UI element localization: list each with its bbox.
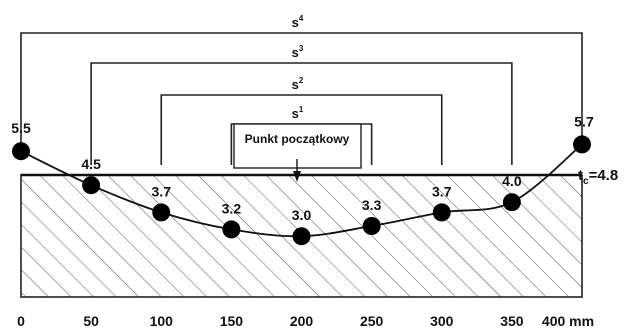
reference-subscript: c (583, 176, 589, 187)
start-point-label: Punkt początkowy (245, 132, 350, 146)
measurement-point (292, 227, 311, 246)
measurement-value-label: 3.3 (362, 197, 382, 213)
x-tick-label: 400 mm (542, 313, 594, 329)
reference-thickness-label: tc=4.8 (578, 167, 618, 187)
measurement-value-label: 4.0 (502, 173, 522, 189)
x-tick-label: 50 (83, 313, 99, 329)
measurement-point (573, 135, 591, 154)
measurement-point (502, 193, 521, 212)
span-label-4: s4 (292, 14, 304, 30)
span-bracket-2 (160, 94, 443, 165)
x-tick-label: 350 (500, 313, 524, 329)
measurement-value-label: 3.7 (152, 183, 172, 199)
x-tick-label: 200 (290, 313, 314, 329)
measurement-value-label: 5.5 (11, 120, 31, 136)
x-tick-label: 100 (150, 313, 174, 329)
measurement-points (12, 135, 591, 246)
measurement-point (12, 142, 30, 161)
reference-suffix: =4.8 (589, 167, 619, 184)
span-label-2: s2 (292, 76, 304, 92)
measurement-value-label: 4.5 (81, 156, 101, 172)
measurement-value-label: 3.7 (432, 183, 452, 199)
measurement-value-label: 3.2 (222, 200, 242, 216)
measurement-value-label: 5.7 (574, 113, 594, 129)
span-bracket-4 (20, 32, 583, 150)
x-axis-tick-labels: 0 50 100 150 200 250 300 350 400 mm (17, 313, 594, 329)
measurement-point (362, 217, 381, 235)
reference-base: t (578, 167, 583, 184)
span-label-1: s1 (292, 105, 304, 121)
measurement-point (222, 220, 241, 239)
measurement-point (152, 203, 171, 222)
x-tick-label: 300 (430, 313, 454, 329)
x-tick-label: 150 (220, 313, 244, 329)
measurement-values: 5.5 4.5 3.7 3.2 3.0 3.3 3.7 4.0 5.7 (11, 113, 594, 223)
measurement-point (82, 176, 101, 195)
measurement-point (432, 203, 451, 222)
start-point-marker: Punkt początkowy (233, 123, 362, 182)
x-tick-label: 0 (17, 313, 25, 329)
span-label-3: s3 (292, 44, 304, 60)
start-point-arrowhead (293, 171, 301, 182)
span-bracket-3 (90, 62, 513, 165)
x-tick-label: 250 (360, 313, 384, 329)
measurement-value-label: 3.0 (292, 207, 312, 223)
